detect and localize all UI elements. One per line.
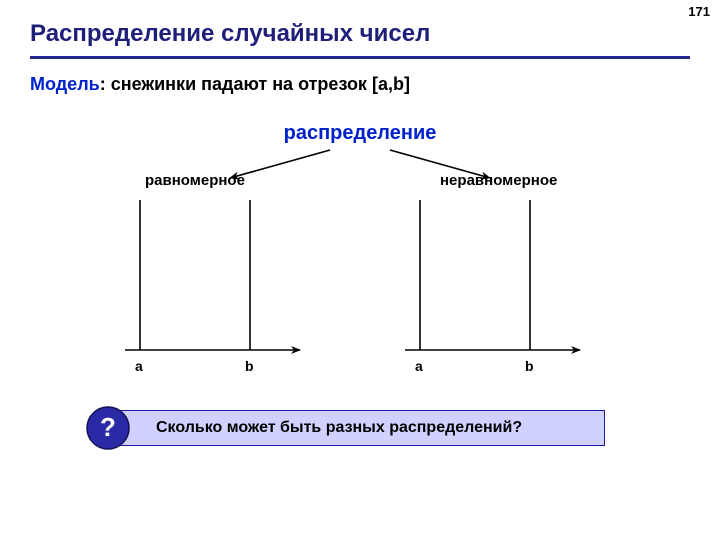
diagram-svg: [0, 0, 720, 540]
question-text: Сколько может быть разных распределений?: [156, 419, 522, 437]
right-axis-label-b: b: [525, 358, 534, 374]
question-box: Сколько может быть разных распределений?: [105, 410, 605, 446]
left-axis-label-a: a: [135, 358, 143, 374]
question-mark-icon: ?: [100, 412, 116, 442]
question-badge: ?: [85, 405, 131, 451]
branch-arrow-right: [390, 150, 490, 178]
branch-arrow-left: [230, 150, 330, 178]
left-axis-label-b: b: [245, 358, 254, 374]
right-axis-label-a: a: [415, 358, 423, 374]
